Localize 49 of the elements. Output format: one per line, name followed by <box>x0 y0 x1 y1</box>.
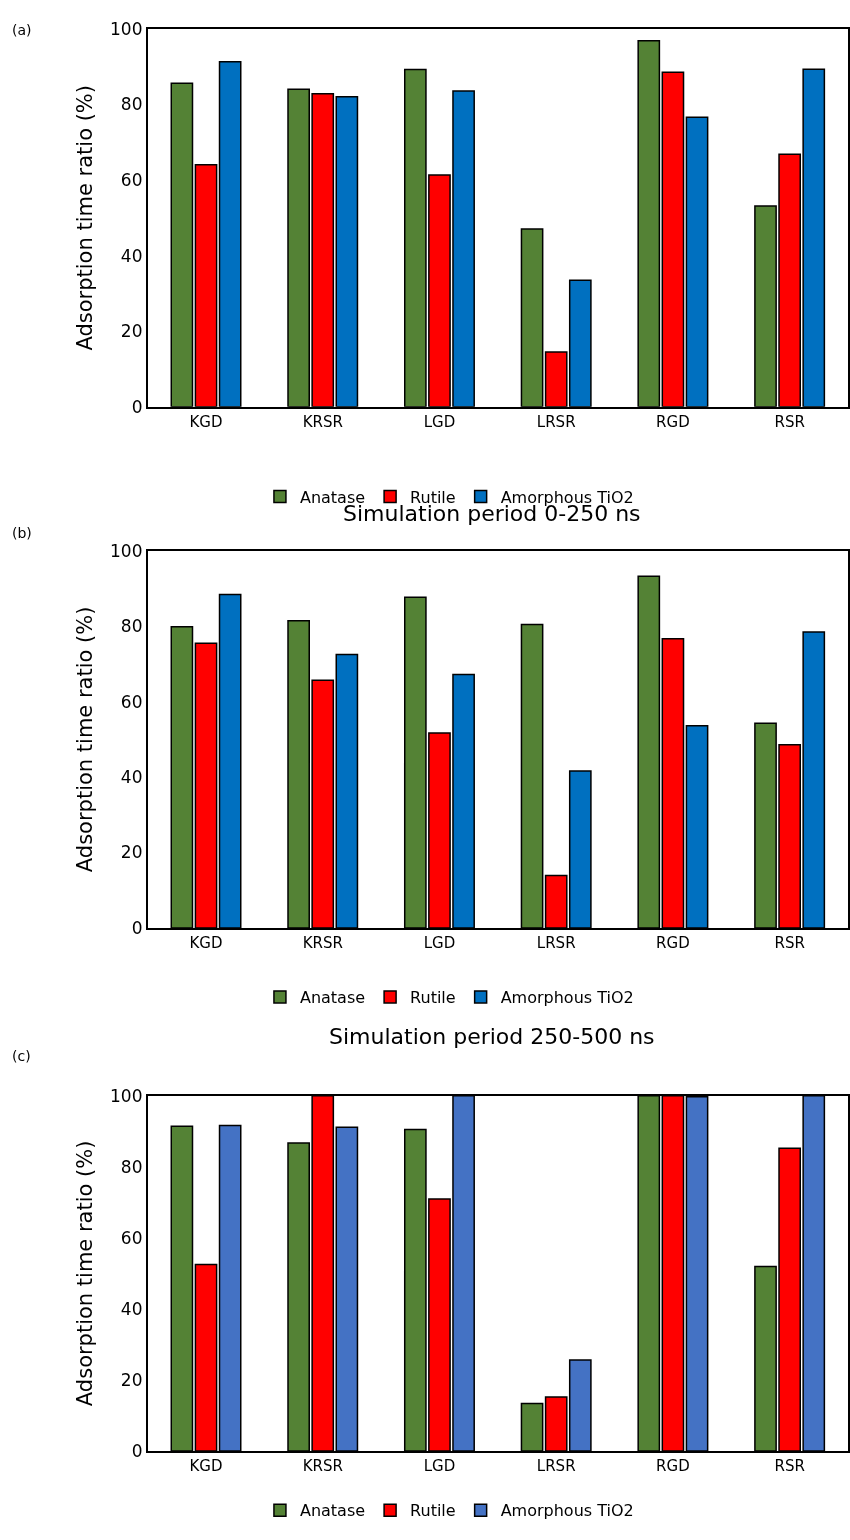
y-tick-label: 60 <box>120 169 143 190</box>
y-tick-label: 60 <box>120 1227 143 1248</box>
x-tick-label: RSR <box>774 1456 805 1475</box>
x-tick-label: KRSR <box>302 412 343 431</box>
y-tick-label: 20 <box>120 1369 143 1390</box>
x-tick-label: KGD <box>189 933 223 952</box>
legend-label: Rutile <box>410 988 456 1008</box>
y-tick-label: 0 <box>131 1440 143 1461</box>
x-tick-label: KGD <box>189 1456 223 1475</box>
y-tick-label: 60 <box>120 691 143 712</box>
x-tick-label: RGD <box>656 1456 690 1475</box>
y-tick-label: 0 <box>131 917 143 938</box>
y-tick-label: 80 <box>120 616 143 637</box>
text: (a) <box>12 22 32 38</box>
legend-label: Rutile <box>410 1501 456 1521</box>
y-axis-title: Adsorption time ratio (%) <box>72 1140 97 1407</box>
x-tick-label: RSR <box>774 412 805 431</box>
x-tick-label: LGD <box>423 1456 456 1475</box>
y-tick-label: 40 <box>120 1298 143 1319</box>
y-tick-label: 40 <box>120 245 143 266</box>
chart-title: Simulation period 250-500 ns <box>329 1024 655 1049</box>
y-axis-title: Adsorption time ratio (%) <box>72 606 97 873</box>
x-tick-label: RSR <box>774 933 805 952</box>
legend-label: Amorphous TiO2 <box>500 988 634 1008</box>
legend-label: Amorphous TiO2 <box>500 1501 634 1521</box>
y-tick-label: 100 <box>110 1085 143 1106</box>
y-tick-label: 20 <box>120 321 143 342</box>
legend-label: Anatase <box>299 1501 366 1521</box>
y-tick-label: 100 <box>110 18 143 39</box>
y-tick-label: 80 <box>120 1156 143 1177</box>
x-tick-label: LGD <box>423 933 456 952</box>
x-tick-label: LRSR <box>536 933 576 952</box>
text: (c) <box>12 1048 31 1064</box>
y-axis-title: Adsorption time ratio (%) <box>72 84 97 351</box>
x-tick-label: KRSR <box>302 933 343 952</box>
y-tick-label: 80 <box>120 94 143 115</box>
y-tick-label: 40 <box>120 767 143 788</box>
x-tick-label: RGD <box>656 412 690 431</box>
x-tick-label: RGD <box>656 933 690 952</box>
y-tick-label: 0 <box>131 396 143 417</box>
x-tick-label: KGD <box>189 412 223 431</box>
x-tick-label: KRSR <box>302 1456 343 1475</box>
x-tick-label: LRSR <box>536 412 576 431</box>
y-tick-label: 20 <box>120 842 143 863</box>
x-tick-label: LRSR <box>536 1456 576 1475</box>
y-tick-label: 100 <box>110 540 143 561</box>
legend-label: Anatase <box>299 988 366 1008</box>
text: (b) <box>12 525 32 541</box>
x-tick-label: LGD <box>423 412 456 431</box>
